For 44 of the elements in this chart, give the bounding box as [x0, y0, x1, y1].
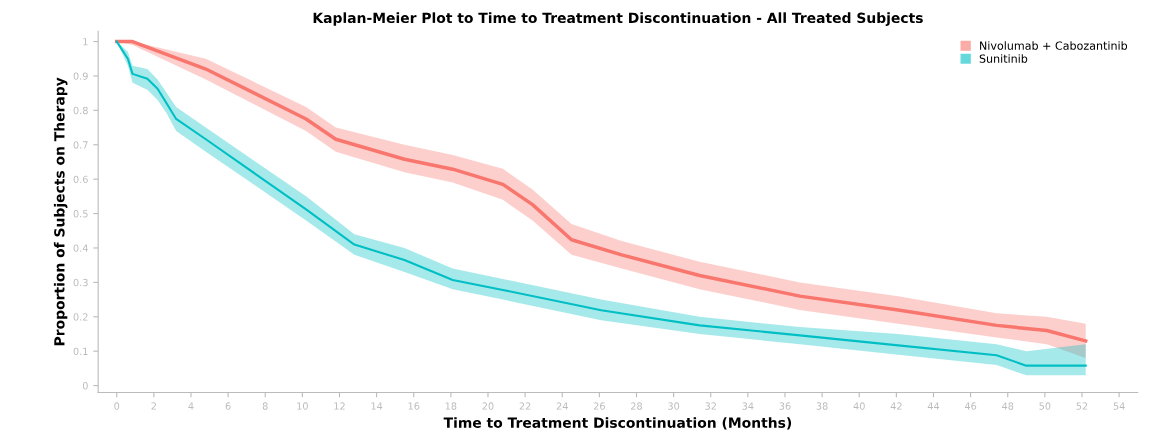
- x-tick-label: 28: [631, 402, 643, 410]
- x-tick-label: 16: [408, 402, 420, 410]
- x-tick-label: 38: [816, 402, 828, 410]
- x-tick-label: 20: [482, 402, 494, 410]
- y-tick-label: 0.4: [73, 244, 88, 252]
- x-tick-label: 26: [593, 402, 605, 410]
- x-tick-label: 24: [556, 402, 568, 410]
- y-tick-label: 0.8: [73, 106, 88, 115]
- y-tick-label: 0.7: [73, 141, 88, 149]
- x-tick-label: 0: [114, 402, 120, 410]
- x-tick-label: 14: [371, 402, 383, 410]
- x-tick-label: 44: [927, 402, 940, 410]
- x-tick-label: 48: [1002, 402, 1014, 410]
- y-tick-label: 0.2: [73, 313, 88, 321]
- x-tick-label: 42: [890, 402, 902, 410]
- x-tick-label: 54: [1113, 402, 1125, 410]
- y-tick-label: 1: [83, 38, 88, 46]
- y-tick-label: 0.3: [73, 278, 88, 287]
- x-tick-label: 36: [779, 402, 791, 410]
- x-tick-label: 12: [334, 402, 345, 410]
- x-tick-label: 46: [964, 402, 977, 410]
- x-tick-label: 6: [225, 402, 231, 410]
- x-tick-label: 10: [297, 402, 308, 410]
- legend-label: Nivolumab + Cabozantinib: [980, 41, 1128, 50]
- legend-label: Sunitinib: [979, 54, 1028, 63]
- x-tick-label: 34: [742, 402, 754, 410]
- x-tick-label: 2: [151, 402, 156, 410]
- y-tick-label: 0.5: [73, 210, 88, 218]
- x-tick-label: 18: [445, 402, 457, 410]
- y-tick-label: 0.6: [73, 175, 88, 183]
- y-axis-title: Proportion of Subjects on Therapy: [53, 77, 68, 346]
- x-tick-label: 30: [668, 402, 680, 410]
- x-tick-label: 8: [262, 402, 268, 410]
- x-tick-label: 52: [1076, 402, 1088, 410]
- x-tick-label: 4: [188, 402, 194, 410]
- x-tick-label: 22: [519, 402, 531, 410]
- y-tick-label: 0: [82, 382, 88, 390]
- y-tick-label: 0.9: [73, 72, 88, 80]
- chart-title: Kaplan-Meier Plot to Time to Treatment Discontinuation - All Treated Subjects: [313, 12, 923, 26]
- x-tick-label: 32: [705, 402, 716, 410]
- x-tick-label: 50: [1039, 402, 1051, 410]
- y-tick-label: 0.1: [73, 347, 88, 356]
- x-tick-label: 40: [853, 402, 865, 410]
- x-axis-title: Time to Treatment Discontinuation (Months): [443, 417, 792, 430]
